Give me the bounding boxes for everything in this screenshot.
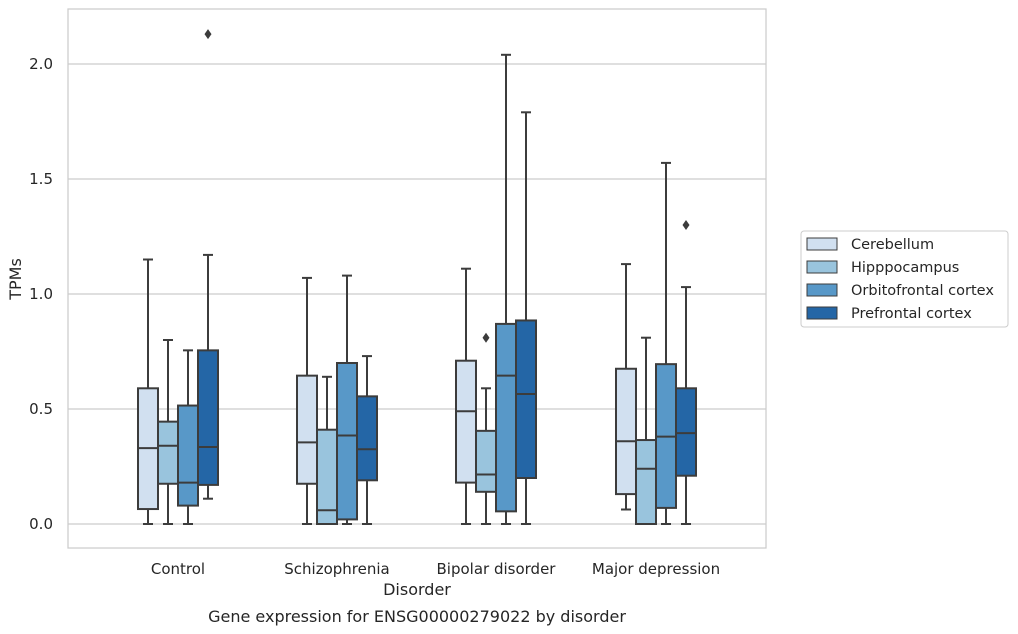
plot-area-frame xyxy=(67,8,767,549)
box-orbitofrontal-cortex xyxy=(495,53,517,525)
box-cerebellum xyxy=(455,267,477,525)
y-tick-label: 2.0 xyxy=(29,55,53,73)
box-iqr xyxy=(157,420,179,485)
box-hipppocampus xyxy=(316,375,338,526)
legend: Cerebellum Hipppocampus Orbitofrontal cort… xyxy=(800,230,1009,328)
box-iqr xyxy=(336,362,358,521)
box-cerebellum xyxy=(137,258,159,525)
box-iqr xyxy=(615,367,637,496)
legend-swatch xyxy=(806,306,838,320)
legend-swatch xyxy=(806,260,838,274)
x-axis-label: Disorder xyxy=(383,580,451,599)
outlier-marker xyxy=(682,220,690,230)
box-hipppocampus xyxy=(475,332,497,525)
legend-label: Prefrontal cortex xyxy=(851,306,972,322)
box-prefrontal-cortex xyxy=(515,111,537,525)
box-orbitofrontal-cortex xyxy=(177,349,199,525)
y-tick-label: 0.5 xyxy=(29,400,53,418)
box-orbitofrontal-cortex xyxy=(655,161,677,525)
box-hipppocampus xyxy=(157,339,179,525)
box-iqr xyxy=(635,439,657,525)
y-tick-label: 1.5 xyxy=(29,170,53,188)
chart-caption: Gene expression for ENSG00000279022 by d… xyxy=(208,607,626,626)
box-iqr xyxy=(296,374,318,485)
y-tick-label: 1.0 xyxy=(29,285,53,303)
outlier-marker xyxy=(204,29,212,40)
box-cerebellum xyxy=(615,263,637,511)
box-iqr xyxy=(455,359,477,484)
box-iqr xyxy=(495,322,517,513)
x-axis-ticks: Control Schizophrenia Bipolar disorder Majo… xyxy=(151,560,720,578)
legend-frame xyxy=(800,230,1009,328)
y-axis-label: TPMs xyxy=(6,258,25,301)
x-tick-label: Major depression xyxy=(592,560,720,578)
box-iqr xyxy=(675,387,697,477)
y-axis-ticks: 0.0 0.5 1.0 1.5 2.0 xyxy=(29,55,53,533)
legend-label: Cerebellum xyxy=(851,237,934,253)
box-iqr xyxy=(356,395,378,482)
box-prefrontal-cortex xyxy=(356,355,378,525)
boxes-layer xyxy=(137,29,697,526)
legend-label: Orbitofrontal cortex xyxy=(851,283,994,299)
box-iqr xyxy=(475,429,497,493)
x-tick-label: Schizophrenia xyxy=(284,560,389,578)
box-orbitofrontal-cortex xyxy=(336,274,358,525)
box-iqr xyxy=(515,319,537,480)
box-iqr xyxy=(197,349,219,486)
box-prefrontal-cortex xyxy=(197,29,219,500)
legend-swatch xyxy=(806,283,838,297)
box-prefrontal-cortex xyxy=(675,220,697,525)
outlier-marker xyxy=(482,332,490,343)
legend-swatch xyxy=(806,237,838,251)
x-tick-label: Bipolar disorder xyxy=(437,560,557,578)
box-hipppocampus xyxy=(635,336,657,525)
box-cerebellum xyxy=(296,276,318,525)
box-iqr xyxy=(177,404,199,507)
x-tick-label: Control xyxy=(151,560,205,578)
y-tick-label: 0.0 xyxy=(29,515,53,533)
legend-label: Hipppocampus xyxy=(851,260,959,276)
